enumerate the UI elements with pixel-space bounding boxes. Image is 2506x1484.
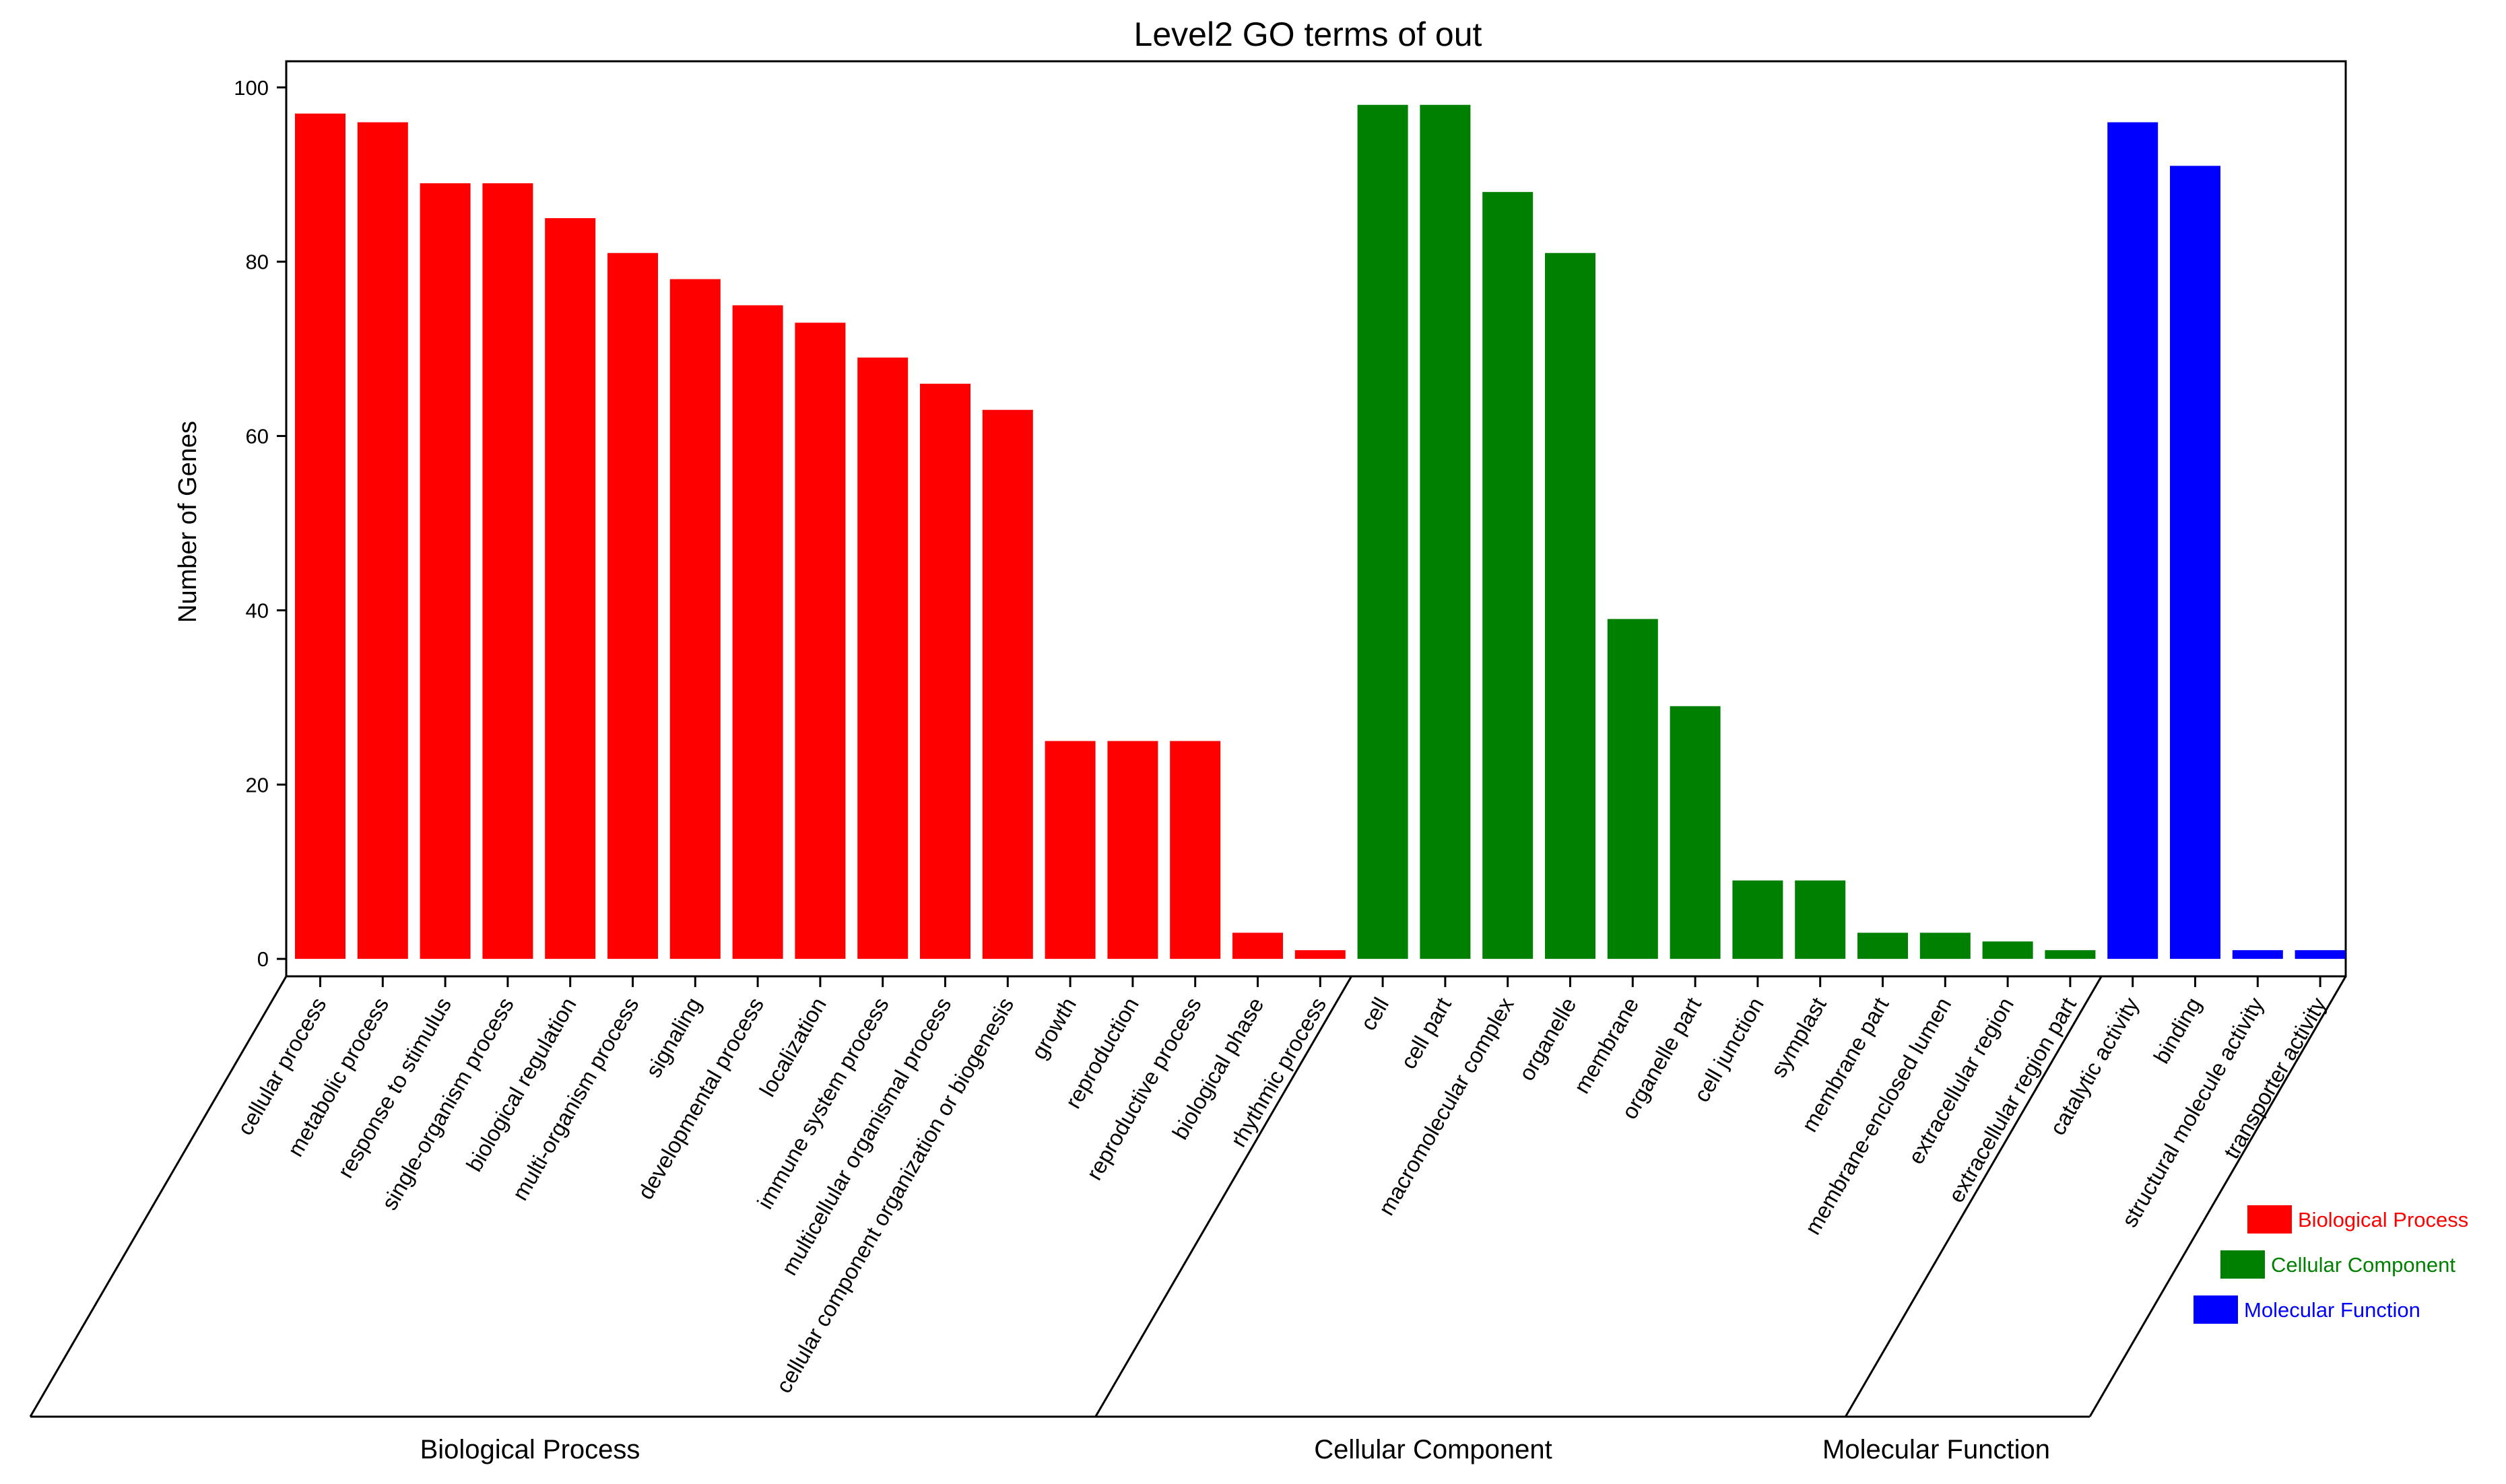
bar-membrane-enclosed-lumen <box>1919 933 1971 959</box>
bar-multi-organism-process <box>607 252 658 959</box>
legend-label-cellular-component: Cellular Component <box>2271 1253 2455 1277</box>
bar-immune-system-process <box>857 358 909 959</box>
bar-growth <box>1045 741 1096 959</box>
legend: Biological Process Cellular Component Mole… <box>2194 1205 2468 1324</box>
bar-extracellular-region <box>1982 941 2033 959</box>
bar-cell <box>1357 104 1408 959</box>
bar-transporter-activity <box>2295 950 2346 959</box>
bar-cellular-component-organization-or-biogenesis <box>982 409 1033 959</box>
y-tick-label: 20 <box>246 773 269 797</box>
x-label-response-to-stimulus: response to stimulus <box>333 993 456 1182</box>
chart-title: Level2 GO terms of out <box>1134 15 1482 53</box>
group-label-biological-process: Biological Process <box>420 1435 640 1464</box>
legend-swatch-biological-process <box>2247 1205 2292 1234</box>
bar-response-to-stimulus <box>420 183 471 959</box>
group-divider-line <box>29 976 288 1417</box>
x-label-signaling: signaling <box>640 993 706 1081</box>
bar-single-organism-process <box>482 183 533 959</box>
y-axis-label: Number of Genes <box>174 421 202 623</box>
x-label-reproductive-process: reproductive process <box>1082 993 1206 1184</box>
x-label-cell: cell <box>1355 993 1393 1034</box>
bar-catalytic-activity <box>2107 122 2158 959</box>
y-tick-label: 100 <box>234 76 269 100</box>
y-tick-label: 60 <box>246 425 269 448</box>
bar-developmental-process <box>732 305 783 959</box>
bar-biological-phase <box>1232 933 1283 959</box>
group-divider-line <box>2088 976 2347 1417</box>
x-label-cellular-component-organization-or-biogenesis: cellular component organization or bioge… <box>771 993 1019 1397</box>
bar-membrane <box>1607 619 1658 959</box>
x-label-membrane: membrane <box>1569 993 1643 1098</box>
bar-signaling <box>669 279 721 959</box>
bar-organelle <box>1545 252 1595 959</box>
bar-cell-junction <box>1732 880 1783 959</box>
bar-localization <box>795 323 846 959</box>
group-label-molecular-function: Molecular Function <box>1822 1435 2050 1464</box>
bar-cell-part <box>1420 104 1471 959</box>
legend-label-molecular-function: Molecular Function <box>2244 1298 2420 1322</box>
y-tick-label: 0 <box>257 947 269 971</box>
bar-extracellular-region-part <box>2045 950 2096 959</box>
x-label-cell-part: cell part <box>1395 993 1456 1073</box>
group-label-cellular-component: Cellular Component <box>1314 1435 1552 1464</box>
y-tick-label: 40 <box>246 599 269 622</box>
x-label-macromolecular-complex: macromolecular complex <box>1373 993 1519 1220</box>
bar-rhythmic-process <box>1294 950 1346 959</box>
bar-metabolic-process <box>357 122 408 959</box>
bar-structural-molecule-activity <box>2232 950 2283 959</box>
x-label-symplast: symplast <box>1766 993 1831 1081</box>
bar-organelle-part <box>1670 706 1721 959</box>
y-tick-label: 80 <box>246 250 269 274</box>
legend-swatch-molecular-function <box>2194 1295 2238 1324</box>
bar-macromolecular-complex <box>1482 192 1534 959</box>
y-axis: 0 20 40 60 80 100 <box>234 76 286 971</box>
group-divider-line <box>1845 976 2103 1417</box>
bar-reproductive-process <box>1170 741 1221 959</box>
bar-binding <box>2170 166 2220 959</box>
bar-reproduction <box>1107 741 1158 959</box>
plot-frame <box>285 60 2347 978</box>
bar-biological-regulation <box>545 217 596 959</box>
bar-multicellular-organismal-process <box>920 383 970 959</box>
legend-swatch-cellular-component <box>2220 1250 2265 1279</box>
x-label-binding: binding <box>2148 993 2206 1068</box>
bar-cellular-process <box>295 113 345 959</box>
x-label-organelle: organelle <box>1514 993 1581 1085</box>
bar-membrane-part <box>1857 933 1908 959</box>
x-label-multi-organism-process: multi-organism process <box>507 993 644 1205</box>
group-divider-line <box>1094 976 1352 1417</box>
bars-layer <box>295 104 2346 959</box>
x-label-growth: growth <box>1026 993 1082 1063</box>
bar-symplast <box>1795 880 1846 959</box>
x-label-biological-regulation: biological regulation <box>461 993 581 1176</box>
category-group-brackets: Biological Process Cellular Component Mole… <box>29 976 2347 1464</box>
legend-label-biological-process: Biological Process <box>2298 1208 2468 1232</box>
x-label-developmental-process: developmental process <box>632 993 768 1203</box>
